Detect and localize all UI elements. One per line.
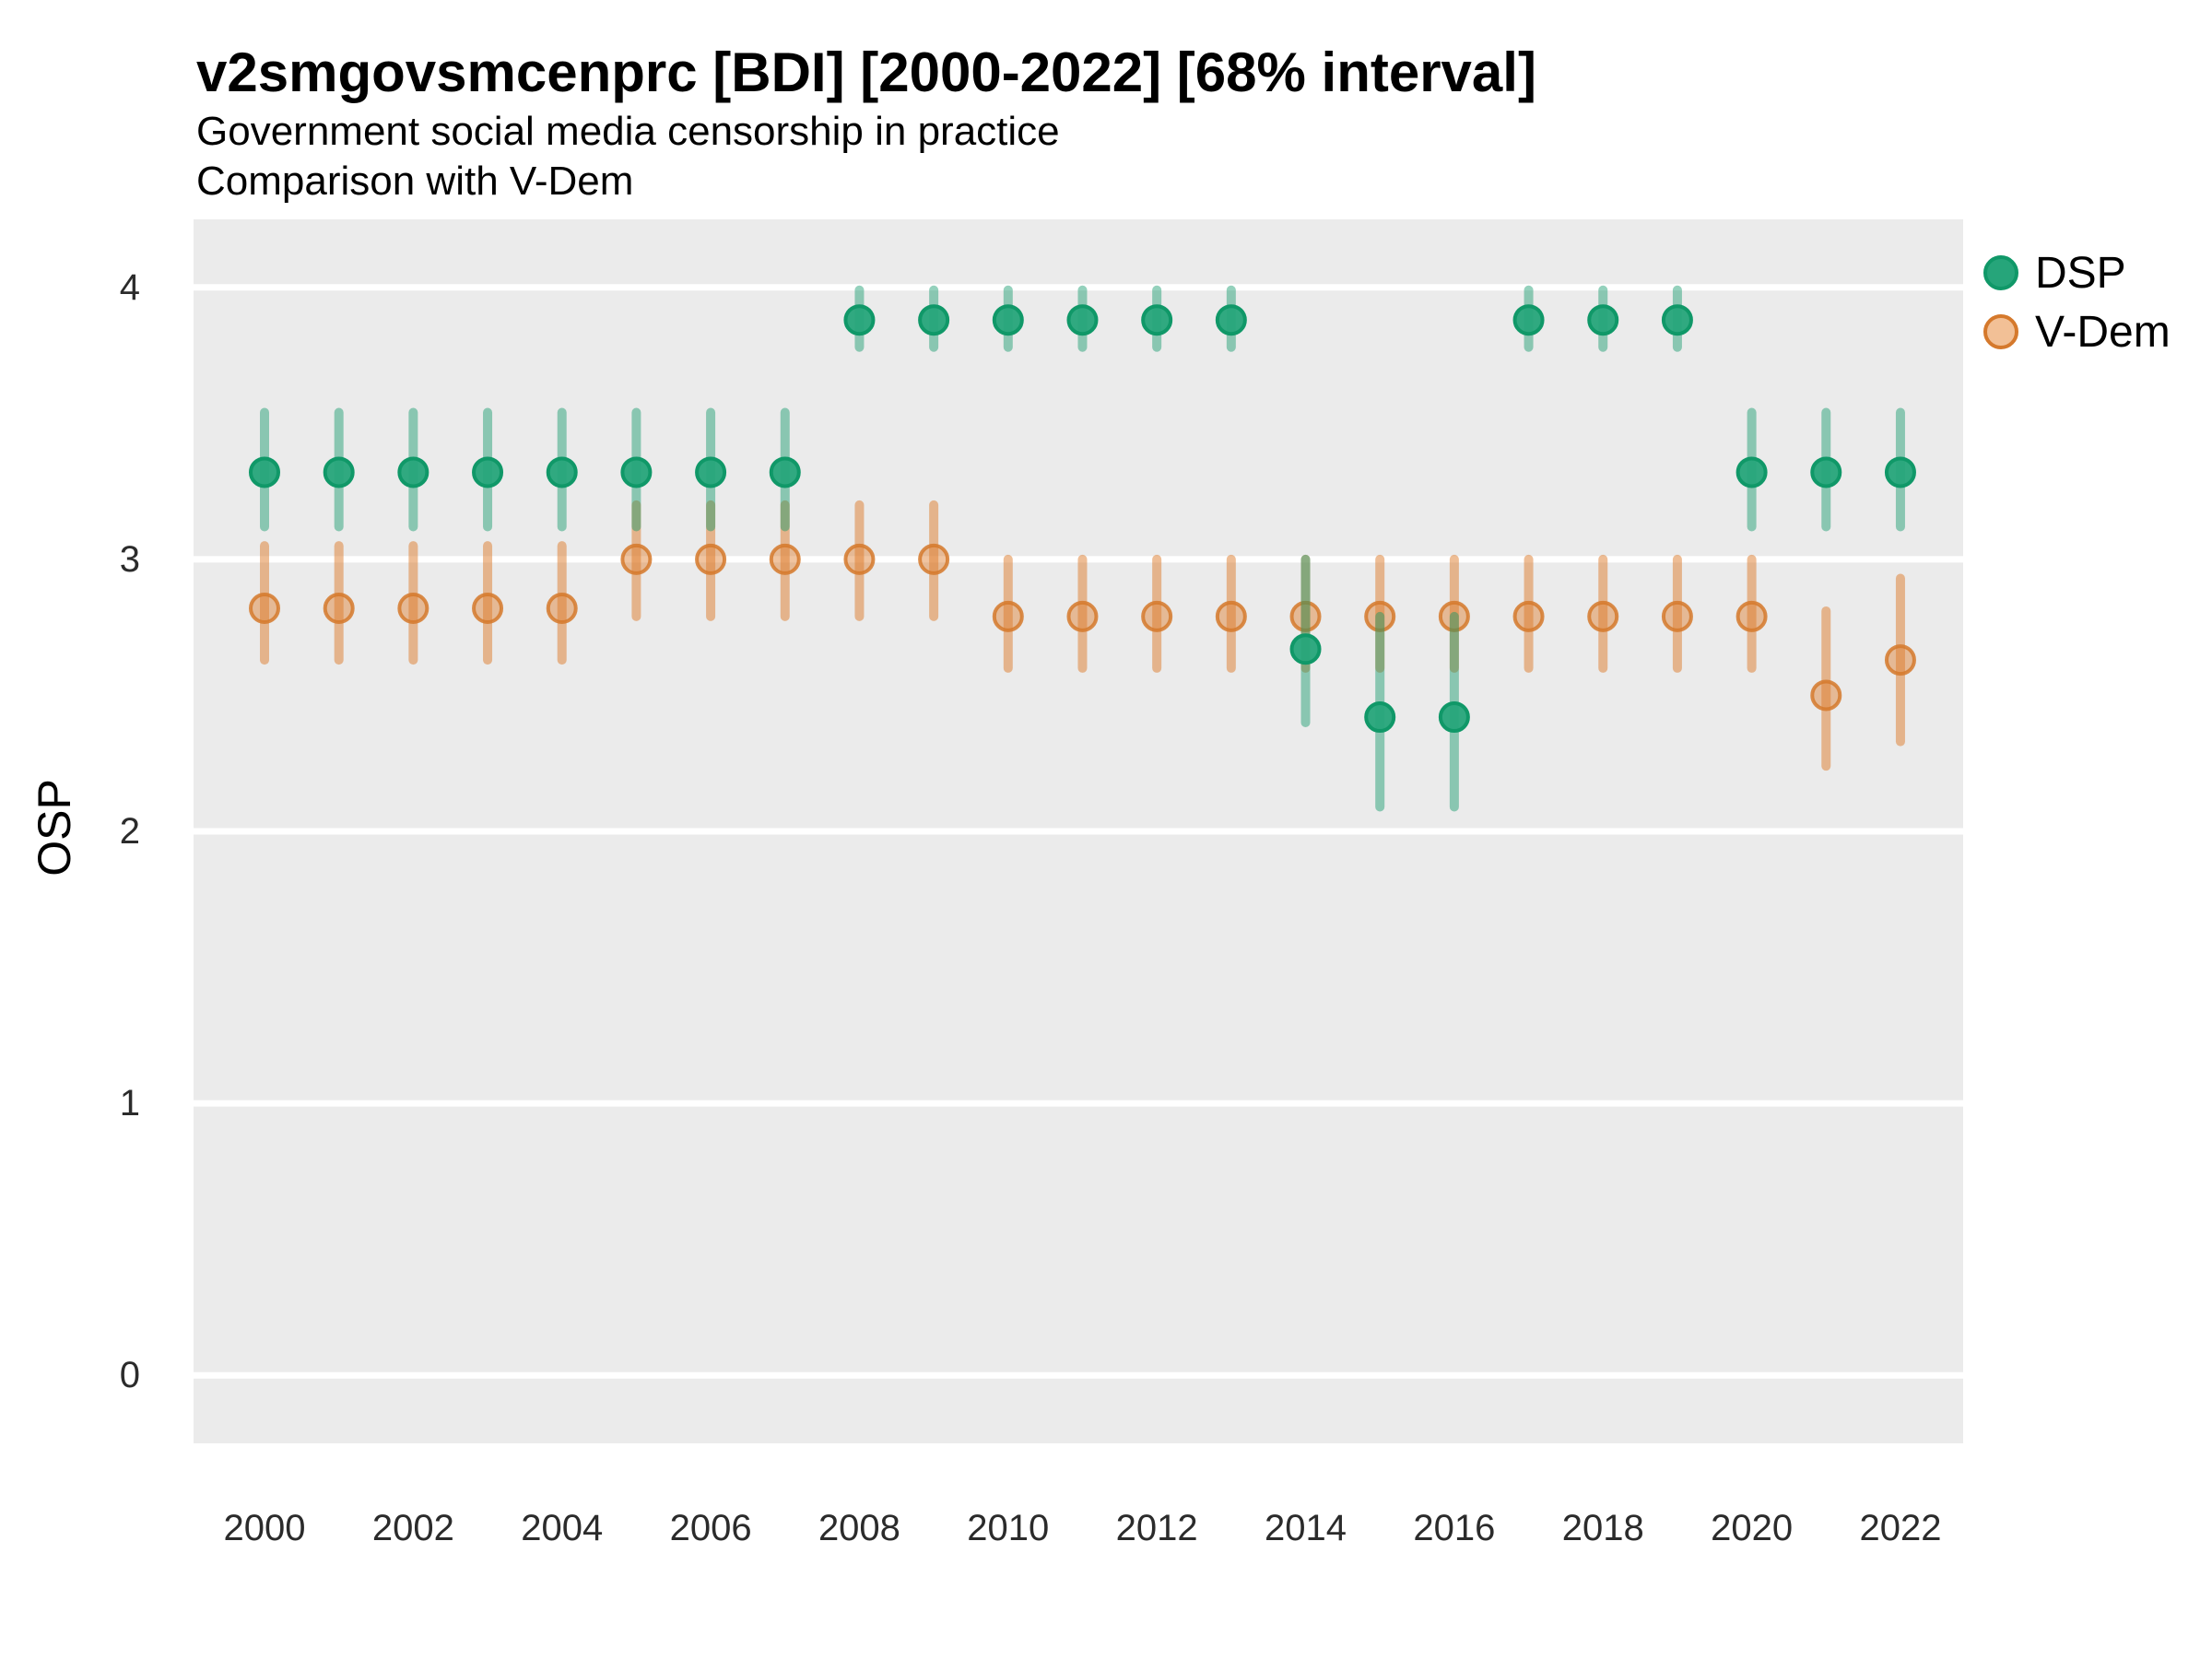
vdem-point-2011 bbox=[1066, 600, 1099, 632]
dsp-point-2005 bbox=[620, 456, 653, 488]
dsp-point-2001 bbox=[323, 456, 355, 488]
dsp-point-2007 bbox=[769, 456, 801, 488]
chart-title: v2smgovsmcenprc [BDI] [2000-2022] [68% i… bbox=[196, 41, 1536, 103]
vdem-point-2009 bbox=[918, 543, 950, 575]
vdem-point-2017 bbox=[1512, 600, 1545, 632]
dsp-point-2002 bbox=[397, 456, 429, 488]
dsp-point-2008 bbox=[843, 304, 876, 336]
vdem-point-2003 bbox=[472, 593, 504, 625]
legend-item-vdem: V-Dem bbox=[1983, 302, 2171, 361]
x-tick-label-2022: 2022 bbox=[1859, 1508, 1942, 1548]
vdem-point-2004 bbox=[546, 593, 578, 625]
dsp-point-2018 bbox=[1587, 304, 1619, 336]
vdem-point-2000 bbox=[249, 593, 280, 625]
dsp-point-2021 bbox=[1810, 456, 1842, 488]
legend-label-vdem: V-Dem bbox=[2035, 307, 2171, 357]
x-tick-label-2006: 2006 bbox=[669, 1508, 752, 1548]
dsp-point-2013 bbox=[1215, 304, 1247, 336]
y-tick-label-2: 2 bbox=[119, 811, 140, 852]
vdem-point-2012 bbox=[1141, 600, 1173, 632]
x-tick-label-2008: 2008 bbox=[818, 1508, 900, 1548]
legend: DSP V-Dem bbox=[1983, 243, 2171, 361]
legend-label-dsp: DSP bbox=[2035, 248, 2126, 298]
x-tick-label-2012: 2012 bbox=[1115, 1508, 1198, 1548]
y-tick-label-0: 0 bbox=[119, 1355, 140, 1396]
y-tick-label-3: 3 bbox=[119, 538, 140, 580]
vdem-point-2022 bbox=[1884, 644, 1916, 677]
vdem-point-2013 bbox=[1215, 600, 1247, 632]
vdem-point-2008 bbox=[843, 543, 876, 575]
dsp-point-2004 bbox=[546, 456, 578, 488]
dsp-point-2019 bbox=[1661, 304, 1693, 336]
dsp-point-2009 bbox=[918, 304, 950, 336]
dsp-point-2014 bbox=[1289, 633, 1322, 665]
y-tick-label-4: 4 bbox=[119, 266, 140, 308]
dsp-point-2011 bbox=[1066, 304, 1099, 336]
dsp-legend-swatch-icon bbox=[1983, 255, 2018, 290]
y-tick-label-1: 1 bbox=[119, 1083, 140, 1124]
dsp-point-2006 bbox=[695, 456, 727, 488]
dsp-point-2003 bbox=[472, 456, 504, 488]
vdem-legend-swatch-icon bbox=[1983, 314, 2018, 349]
x-tick-label-2004: 2004 bbox=[521, 1508, 604, 1548]
vdem-point-2005 bbox=[620, 543, 653, 575]
x-tick-label-2016: 2016 bbox=[1413, 1508, 1496, 1548]
x-tick-label-2010: 2010 bbox=[967, 1508, 1050, 1548]
legend-item-dsp: DSP bbox=[1983, 243, 2171, 302]
chart-subtitle-line1: Government social media censorship in pr… bbox=[196, 109, 1060, 154]
dsp-point-2000 bbox=[249, 456, 280, 488]
dsp-point-2020 bbox=[1735, 456, 1768, 488]
vdem-point-2015 bbox=[1364, 600, 1396, 632]
vdem-point-2014 bbox=[1289, 600, 1322, 632]
vdem-point-2016 bbox=[1438, 600, 1470, 632]
dsp-point-2010 bbox=[992, 304, 1024, 336]
dsp-point-2017 bbox=[1512, 304, 1545, 336]
vdem-point-2018 bbox=[1587, 600, 1619, 632]
chart-subtitle-line2: Comparison with V-Dem bbox=[196, 159, 634, 204]
vdem-point-2010 bbox=[992, 600, 1024, 632]
vdem-point-2020 bbox=[1735, 600, 1768, 632]
vdem-point-2006 bbox=[695, 543, 727, 575]
x-tick-label-2000: 2000 bbox=[223, 1508, 306, 1548]
x-tick-label-2014: 2014 bbox=[1265, 1508, 1347, 1548]
dsp-point-2022 bbox=[1884, 456, 1916, 488]
dsp-point-2015 bbox=[1364, 701, 1396, 734]
vdem-point-2019 bbox=[1661, 600, 1693, 632]
chart-subtitle: Government social media censorship in pr… bbox=[196, 107, 1060, 206]
vdem-point-2002 bbox=[397, 593, 429, 625]
x-tick-label-2018: 2018 bbox=[1561, 1508, 1644, 1548]
vdem-point-2001 bbox=[323, 593, 355, 625]
vdem-point-2021 bbox=[1810, 679, 1842, 712]
x-tick-label-2020: 2020 bbox=[1711, 1508, 1794, 1548]
vdem-point-2007 bbox=[769, 543, 801, 575]
dsp-point-2012 bbox=[1141, 304, 1173, 336]
dsp-point-2016 bbox=[1438, 701, 1470, 734]
x-tick-label-2002: 2002 bbox=[371, 1508, 454, 1548]
